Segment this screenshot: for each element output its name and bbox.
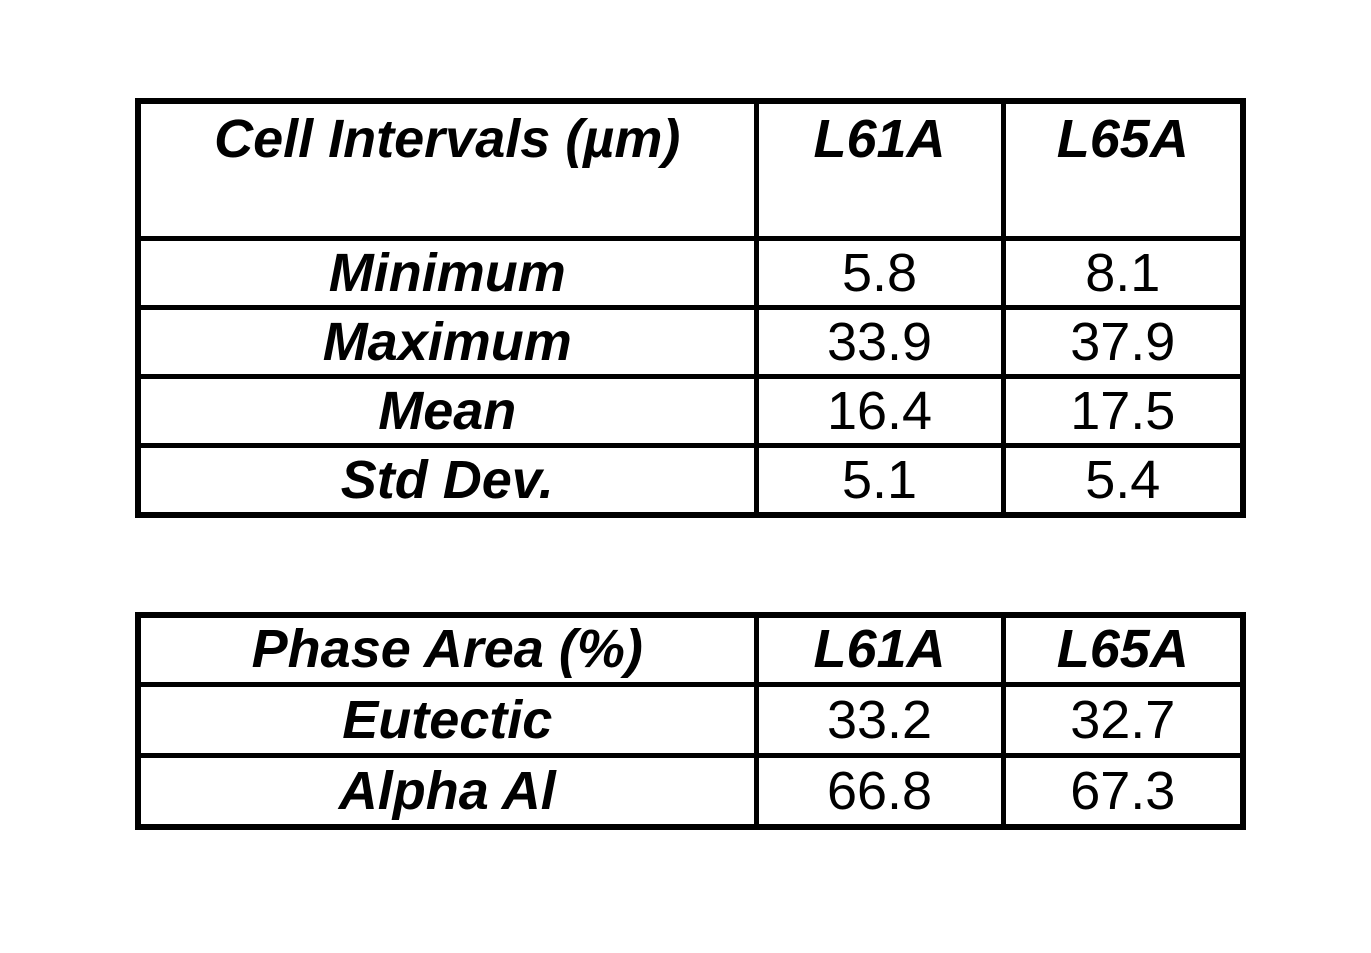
phase-area-title: Phase Area (%): [135, 612, 759, 687]
phase-area-table: Phase Area (%) L61A L65A Eutectic 33.2 3…: [135, 612, 1246, 830]
row-label-mean: Mean: [135, 374, 759, 448]
std-dev-l65a-value: 5.4: [1000, 443, 1246, 518]
maximum-l65a-value: 37.9: [1000, 305, 1246, 379]
minimum-l61a-value: 5.8: [753, 236, 1006, 310]
table-row-minimum: Minimum 5.8 8.1: [135, 236, 1246, 310]
std-dev-l61a-value: 5.1: [753, 443, 1006, 518]
alpha-al-l61a-value: 66.8: [753, 752, 1006, 830]
row-label-maximum: Maximum: [135, 305, 759, 379]
cell-intervals-table: Cell Intervals (µm) L61A L65A Minimum 5.…: [135, 98, 1246, 518]
maximum-l61a-value: 33.9: [753, 305, 1006, 379]
minimum-l65a-value: 8.1: [1000, 236, 1246, 310]
eutectic-l61a-value: 33.2: [753, 681, 1006, 758]
row-label-alpha-al: Alpha Al: [135, 752, 759, 830]
cell-intervals-title: Cell Intervals (µm): [135, 98, 759, 241]
column-header-l65a: L65A: [1000, 612, 1246, 687]
table-row-std-dev: Std Dev. 5.1 5.4: [135, 443, 1246, 518]
column-header-l65a: L65A: [1000, 98, 1246, 241]
alpha-al-l65a-value: 67.3: [1000, 752, 1246, 830]
row-label-minimum: Minimum: [135, 236, 759, 310]
row-label-std-dev: Std Dev.: [135, 443, 759, 518]
table-row-alpha-al: Alpha Al 66.8 67.3: [135, 752, 1246, 830]
row-label-eutectic: Eutectic: [135, 681, 759, 758]
eutectic-l65a-value: 32.7: [1000, 681, 1246, 758]
column-header-l61a: L61A: [753, 612, 1006, 687]
phase-area-header-row: Phase Area (%) L61A L65A: [135, 612, 1246, 687]
table-row-maximum: Maximum 33.9 37.9: [135, 305, 1246, 379]
table-row-mean: Mean 16.4 17.5: [135, 374, 1246, 448]
column-header-l61a: L61A: [753, 98, 1006, 241]
mean-l65a-value: 17.5: [1000, 374, 1246, 448]
table-row-eutectic: Eutectic 33.2 32.7: [135, 681, 1246, 758]
mean-l61a-value: 16.4: [753, 374, 1006, 448]
cell-intervals-header-row: Cell Intervals (µm) L61A L65A: [135, 98, 1246, 241]
